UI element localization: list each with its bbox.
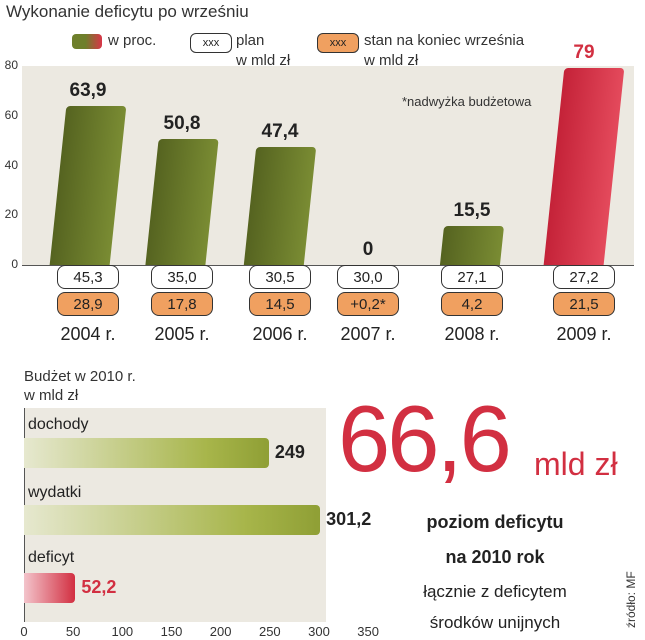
stan-value-pill: +0,2* bbox=[337, 292, 399, 316]
x-tick-label: 2009 r. bbox=[556, 324, 612, 344]
y-tick-label: 20 bbox=[4, 207, 18, 222]
legend-box-plan: xxx bbox=[190, 33, 232, 53]
budget-title: Budżet w 2010 r. w mld zł bbox=[24, 367, 136, 405]
x-tick-label: 100 bbox=[111, 624, 134, 639]
bar-value-label: 15,5 bbox=[453, 200, 491, 222]
x-tick-label: 2006 r. bbox=[252, 324, 308, 344]
budget-title-line1: Budżet w 2010 r. bbox=[24, 368, 136, 385]
x-tick-label: 200 bbox=[209, 624, 232, 639]
stan-value-pill: 28,9 bbox=[57, 292, 119, 316]
y-tick-label: 0 bbox=[11, 257, 18, 271]
headline-line3: łącznie z deficytem bbox=[423, 582, 567, 601]
plot-area bbox=[22, 66, 634, 266]
legend-label-plan-1: plan bbox=[236, 32, 265, 49]
legend-label-pct: w proc. bbox=[108, 32, 157, 49]
hbar bbox=[24, 573, 76, 603]
category-label: deficyt bbox=[28, 549, 75, 566]
legend-box-stan: xxx bbox=[317, 33, 359, 53]
hbar-value-label: 301,2 bbox=[326, 509, 372, 529]
headline-line4: środków unijnych bbox=[429, 613, 561, 632]
legend-label-stan-1: stan na koniec września bbox=[364, 32, 525, 49]
legend-label-stan-2: w mld zł bbox=[364, 52, 419, 69]
stan-value-pill: 21,5 bbox=[553, 292, 615, 316]
y-tick-label: 40 bbox=[4, 157, 18, 172]
x-tick-label: 250 bbox=[258, 624, 281, 639]
y-tick-label: 60 bbox=[4, 107, 18, 122]
headline-value: 66,6 bbox=[338, 386, 512, 491]
x-tick-label: 300 bbox=[308, 624, 330, 639]
stan-value-pill: 4,2 bbox=[441, 292, 503, 316]
plan-value-pill: 30,5 bbox=[249, 265, 311, 289]
hbar-value-label: 249 bbox=[274, 442, 305, 462]
legend-label-plan-2: w mld zł bbox=[236, 52, 291, 69]
x-tick-label: 2005 r. bbox=[154, 324, 210, 344]
hbar bbox=[24, 505, 321, 535]
x-tick-label: 150 bbox=[160, 624, 183, 639]
bar-value-label: 50,8 bbox=[163, 112, 201, 134]
hbar-value-label: 52,2 bbox=[81, 577, 117, 597]
x-tick-label: 2008 r. bbox=[444, 324, 500, 344]
bar bbox=[439, 226, 505, 265]
source-label: źródło: MF bbox=[624, 571, 638, 628]
x-tick-label: 2004 r. bbox=[60, 324, 116, 344]
bar bbox=[243, 147, 317, 265]
plan-value-pill: 35,0 bbox=[151, 265, 213, 289]
category-label: wydatki bbox=[28, 484, 82, 501]
x-tick-label: 350 bbox=[357, 624, 379, 639]
hbar bbox=[24, 438, 269, 468]
plan-value-pill: 45,3 bbox=[57, 265, 119, 289]
y-tick-label: 80 bbox=[4, 58, 18, 72]
bar-value-label: 79 bbox=[573, 42, 595, 64]
bar-value-label: 47,4 bbox=[261, 121, 299, 143]
bar-value-label: 0 bbox=[362, 239, 374, 260]
bar-value-label: 63,9 bbox=[69, 80, 107, 102]
plan-value-pill: 30,0 bbox=[337, 265, 399, 289]
x-tick-label: 50 bbox=[65, 624, 81, 639]
plan-value-pill: 27,2 bbox=[553, 265, 615, 289]
legend-swatch-pct bbox=[72, 34, 102, 49]
headline-line2: na 2010 rok bbox=[445, 547, 545, 567]
footnote: *nadwyżka budżetowa bbox=[402, 94, 532, 109]
stan-value-pill: 17,8 bbox=[151, 292, 213, 316]
x-tick-label: 0 bbox=[20, 624, 28, 639]
headline-unit: mld zł bbox=[534, 446, 618, 482]
x-axis-line bbox=[22, 265, 634, 266]
x-tick-label: 2007 r. bbox=[340, 324, 396, 344]
headline-line1: poziom deficytu bbox=[426, 512, 564, 532]
chart-title: Wykonanie deficytu po wrześniu bbox=[6, 2, 249, 21]
category-label: dochody bbox=[28, 416, 89, 433]
stan-value-pill: 14,5 bbox=[249, 292, 311, 316]
plan-value-pill: 27,1 bbox=[441, 265, 503, 289]
budget-title-line2: w mld zł bbox=[24, 387, 79, 404]
